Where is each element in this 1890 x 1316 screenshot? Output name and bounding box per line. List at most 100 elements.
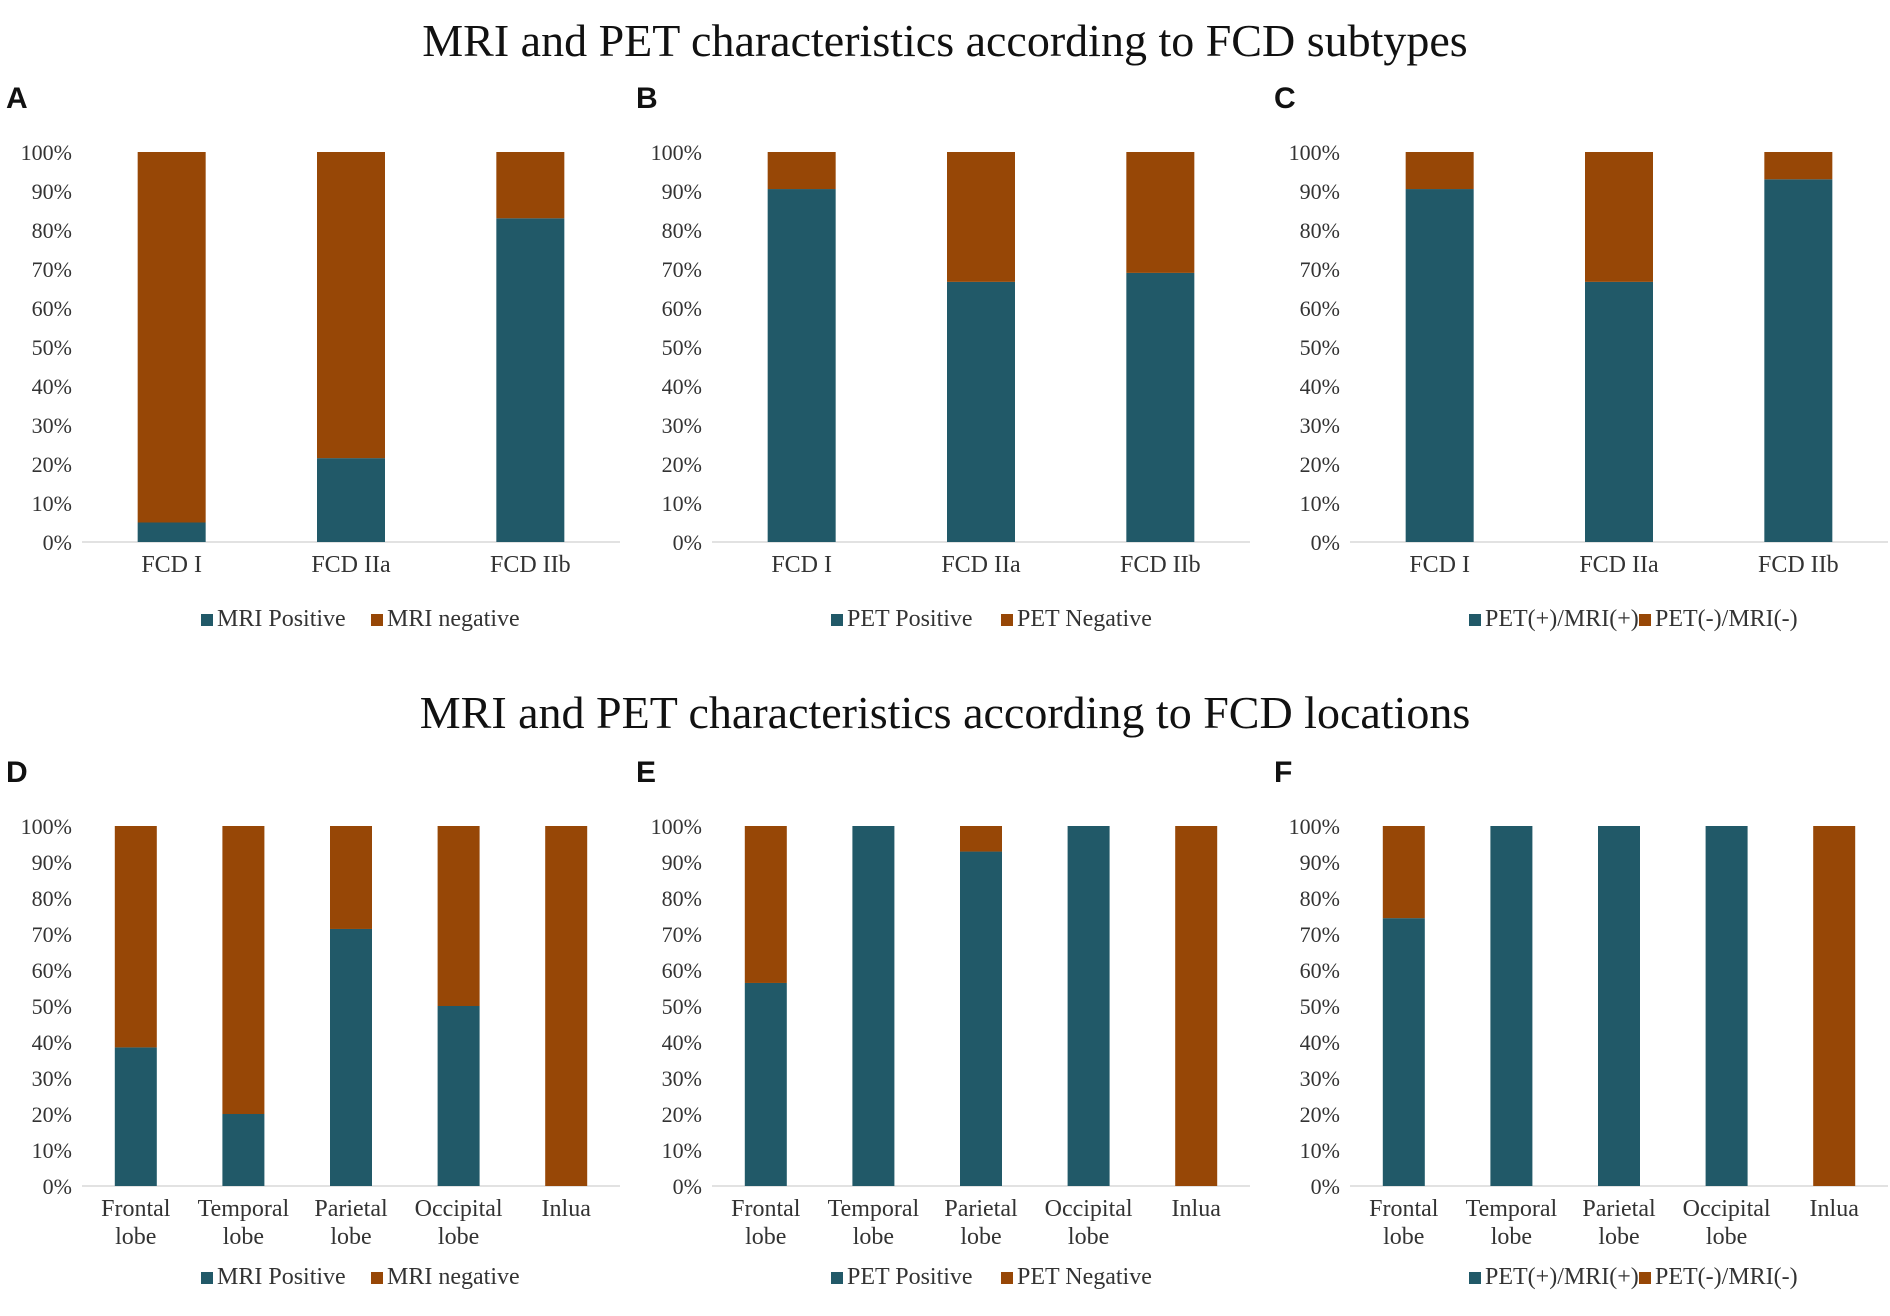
y-tick-label: 100% — [1289, 814, 1340, 839]
chart-panel-b: B 0% 10% 20% 30% 40% 50% 60% 70% 80% 90% 100% FCD I… — [630, 82, 1250, 642]
y-tick-label: 80% — [32, 886, 72, 911]
y-tick-label: 80% — [1300, 886, 1340, 911]
panel-label-d: D — [6, 756, 28, 789]
x-category-label: Frontal — [1369, 1196, 1439, 1222]
y-tick-label: 0% — [673, 530, 702, 555]
bar-segment-negative — [947, 152, 1015, 282]
y-tick-label: 90% — [662, 850, 702, 875]
legend-label: PET Negative — [1017, 606, 1152, 632]
bar-segment-negative — [960, 826, 1002, 852]
bar-segment-negative — [330, 826, 372, 929]
y-tick-label: 30% — [662, 413, 702, 438]
y-tick-label: 80% — [32, 218, 72, 243]
y-tick-label: 50% — [662, 335, 702, 360]
y-tick-label: 70% — [662, 922, 702, 947]
legend-label: MRI negative — [387, 606, 520, 632]
legend-label: PET Positive — [847, 606, 973, 632]
y-tick-label: 10% — [1300, 491, 1340, 516]
x-category-label: lobe — [1068, 1224, 1109, 1250]
y-tick-label: 0% — [1311, 1174, 1340, 1199]
chart-panel-f: F 0% 10% 20% 30% 40% 50% 60% 70% 80% 90% 100% Front… — [1268, 756, 1888, 1316]
bar-segment-negative — [317, 152, 385, 459]
bar-segment-positive — [767, 189, 836, 543]
title-fcd-locations: MRI and PET characteristics according to… — [419, 687, 1471, 738]
y-tick-label: 0% — [1311, 530, 1340, 555]
y-tick-label: 0% — [43, 530, 72, 555]
y-tick-label: 40% — [32, 1030, 72, 1055]
y-tick-label: 70% — [32, 922, 72, 947]
bar-segment-positive — [744, 982, 787, 1186]
y-tick-label: 50% — [1300, 335, 1340, 360]
bar-segment-positive — [1382, 918, 1425, 1186]
y-tick-label: 90% — [662, 179, 702, 204]
bar-segment-positive — [1585, 281, 1653, 542]
bar-segment-positive — [317, 458, 385, 542]
bar-segment-negative — [1126, 152, 1195, 273]
y-tick-label: 90% — [1300, 850, 1340, 875]
x-category-label: lobe — [960, 1224, 1001, 1250]
x-category-label: FCD IIb — [1758, 552, 1839, 578]
y-tick-label: 90% — [32, 850, 72, 875]
legend-swatch — [1639, 614, 1651, 626]
y-tick-label: 30% — [1300, 413, 1340, 438]
stacked-bar-chart-c: 0% 10% 20% 30% 40% 50% 60% 70% 80% 90% 100% FCD I FC… — [1289, 140, 1888, 632]
y-tick-label: 80% — [662, 886, 702, 911]
bar-segment-positive — [1598, 826, 1640, 1186]
y-tick-label: 10% — [32, 1138, 72, 1163]
y-tick-label: 70% — [662, 257, 702, 282]
bar-segment-positive — [437, 1006, 480, 1186]
legend-label: PET(+)/MRI(+) — [1485, 606, 1639, 632]
stacked-bar-chart-f: 0% 10% 20% 30% 40% 50% 60% 70% 80% 90% 100% Frontal… — [1289, 814, 1888, 1290]
y-tick-label: 40% — [1300, 1030, 1340, 1055]
y-tick-label: 20% — [32, 452, 72, 477]
x-category-label: lobe — [1491, 1224, 1532, 1250]
x-category-label: Parietal — [314, 1196, 388, 1222]
bar-segment-positive — [1405, 189, 1474, 543]
stacked-bar-chart-b: 0% 10% 20% 30% 40% 50% 60% 70% 80% 90% 100% FCD I FC… — [651, 140, 1250, 632]
y-tick-label: 20% — [662, 452, 702, 477]
x-category-label: Inlua — [1172, 1196, 1222, 1222]
y-tick-label: 30% — [32, 413, 72, 438]
legend-swatch — [1001, 1272, 1013, 1284]
bar-segment-positive — [1126, 272, 1195, 542]
y-tick-label: 40% — [662, 374, 702, 399]
x-category-label: Temporal — [1466, 1196, 1558, 1222]
y-tick-label: 100% — [21, 140, 72, 165]
y-tick-label: 50% — [32, 335, 72, 360]
x-category-label: FCD I — [1409, 552, 1470, 578]
y-tick-label: 30% — [1300, 1066, 1340, 1091]
y-tick-label: 10% — [662, 1138, 702, 1163]
bar-segment-negative — [1813, 826, 1856, 1186]
y-tick-label: 60% — [662, 296, 702, 321]
x-category-label: FCD I — [771, 552, 832, 578]
x-category-label: FCD IIa — [311, 552, 391, 578]
x-category-label: FCD IIb — [1120, 552, 1201, 578]
bar-segment-positive — [137, 522, 206, 542]
bar-segment-positive — [1067, 826, 1110, 1186]
stacked-bar-chart-e: 0% 10% 20% 30% 40% 50% 60% 70% 80% 90% 100% Frontal… — [651, 814, 1250, 1290]
bar-segment-negative — [545, 826, 588, 1186]
x-category-label: Occipital — [415, 1196, 503, 1222]
y-tick-label: 0% — [673, 1174, 702, 1199]
bar-segment-negative — [114, 826, 157, 1048]
x-category-label: Frontal — [101, 1196, 171, 1222]
y-tick-label: 80% — [1300, 218, 1340, 243]
x-category-label: Occipital — [1045, 1196, 1133, 1222]
legend-label: PET Positive — [847, 1264, 973, 1290]
y-tick-label: 20% — [32, 1102, 72, 1127]
y-tick-label: 10% — [662, 491, 702, 516]
x-category-label: lobe — [1383, 1224, 1424, 1250]
y-tick-label: 50% — [662, 994, 702, 1019]
bar-segment-positive — [114, 1047, 157, 1186]
y-tick-label: 30% — [32, 1066, 72, 1091]
y-tick-label: 40% — [32, 374, 72, 399]
x-category-label: Parietal — [1582, 1196, 1656, 1222]
y-tick-label: 20% — [662, 1102, 702, 1127]
chart-panel-c: C 0% 10% 20% 30% 40% 50% 60% 70% 80% 90% 100% FCD I… — [1268, 82, 1888, 642]
stacked-bar-chart-a: 0% 10% 20% 30% 40% 50% 60% 70% 80% 90% 100% FCD I FC… — [21, 140, 620, 632]
panel-label-e: E — [636, 756, 657, 789]
bar-segment-positive — [330, 928, 372, 1186]
y-tick-label: 30% — [662, 1066, 702, 1091]
bar-segment-negative — [437, 826, 480, 1006]
bar-segment-negative — [137, 152, 206, 523]
